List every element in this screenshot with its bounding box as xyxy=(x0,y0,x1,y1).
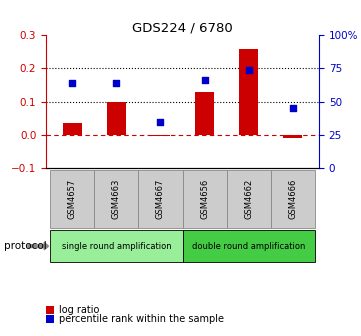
Text: GSM4666: GSM4666 xyxy=(288,179,297,219)
Bar xyxy=(195,92,214,135)
Bar xyxy=(283,135,303,138)
Text: GSM4657: GSM4657 xyxy=(68,179,77,219)
Bar xyxy=(62,123,82,135)
Text: GSM4667: GSM4667 xyxy=(156,179,165,219)
Bar xyxy=(239,48,258,135)
Text: GSM4656: GSM4656 xyxy=(200,179,209,219)
Bar xyxy=(183,230,314,262)
Bar xyxy=(270,170,314,228)
Point xyxy=(202,77,208,83)
Bar xyxy=(95,170,139,228)
Bar xyxy=(51,170,95,228)
Point xyxy=(290,106,295,111)
Text: GSM4663: GSM4663 xyxy=(112,179,121,219)
Point xyxy=(114,81,119,86)
Point xyxy=(70,81,75,86)
Bar xyxy=(151,135,170,136)
Bar xyxy=(51,230,183,262)
Bar xyxy=(183,170,227,228)
Title: GDS224 / 6780: GDS224 / 6780 xyxy=(132,21,233,34)
Bar xyxy=(227,170,270,228)
Bar xyxy=(139,170,183,228)
Text: protocol: protocol xyxy=(4,241,46,251)
Point xyxy=(158,119,164,124)
Point xyxy=(245,68,251,73)
Text: GSM4662: GSM4662 xyxy=(244,179,253,219)
Text: single round amplification: single round amplification xyxy=(62,242,171,251)
Text: log ratio: log ratio xyxy=(59,305,100,315)
Text: double round amplification: double round amplification xyxy=(192,242,305,251)
Bar xyxy=(106,101,126,135)
Text: percentile rank within the sample: percentile rank within the sample xyxy=(59,313,224,324)
